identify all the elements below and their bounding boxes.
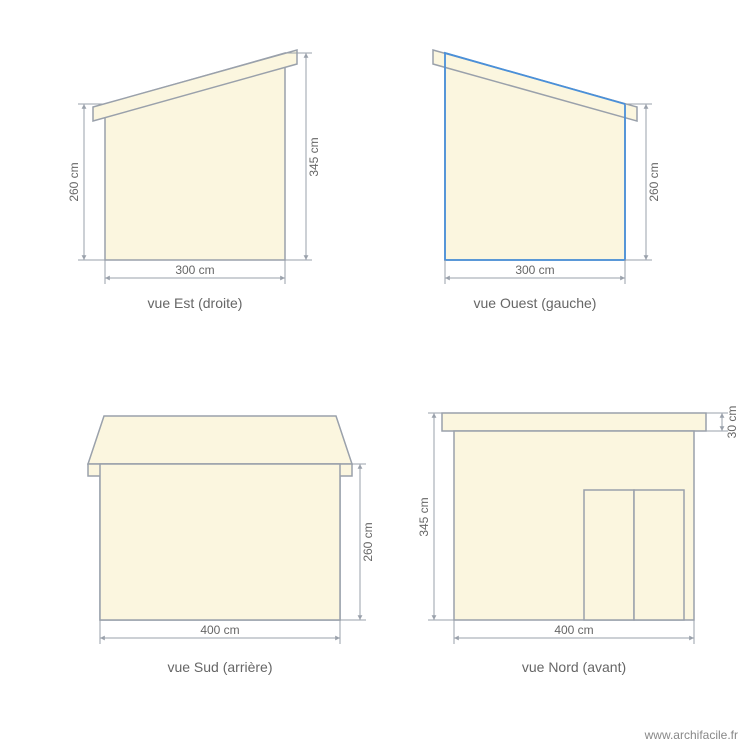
- est-dim-width-label: 300 cm: [175, 263, 214, 277]
- nord-shape: [442, 413, 706, 620]
- est-caption: vue Est (droite): [148, 295, 243, 311]
- est-shape: [93, 50, 297, 260]
- ouest-caption: vue Ouest (gauche): [474, 295, 597, 311]
- nord-dim-h: [428, 413, 454, 620]
- sud-caption: vue Sud (arrière): [167, 659, 272, 675]
- nord-dim-h-label: 345 cm: [417, 497, 431, 536]
- est-dim-hh-label: 345 cm: [307, 137, 321, 176]
- nord-dim-roof-label: 30 cm: [725, 406, 739, 439]
- est-dim-hl: [78, 104, 105, 260]
- ouest-dim-width-label: 300 cm: [515, 263, 554, 277]
- view-ouest: 300 cm 260 cm vue Ouest (gauche): [433, 50, 661, 311]
- footer-link: www.archifacile.fr: [645, 728, 738, 742]
- view-est: 300 cm 260 cm 345 cm vue Est (droite): [67, 50, 321, 311]
- sud-dim-width-label: 400 cm: [200, 623, 239, 637]
- view-nord: 400 cm 345 cm 30 cm vue Nord (avant): [417, 406, 739, 675]
- est-dim-hl-label: 260 cm: [67, 162, 81, 201]
- elevation-diagram: 300 cm 260 cm 345 cm vue Est (droite): [0, 0, 750, 750]
- sud-dim-h-label: 260 cm: [361, 522, 375, 561]
- ouest-shape: [433, 50, 637, 260]
- ouest-dim-hl-label: 260 cm: [647, 162, 661, 201]
- view-sud: 400 cm 260 cm vue Sud (arrière): [88, 416, 375, 675]
- nord-caption: vue Nord (avant): [522, 659, 626, 675]
- nord-dim-width-label: 400 cm: [554, 623, 593, 637]
- sud-wall: [100, 464, 340, 620]
